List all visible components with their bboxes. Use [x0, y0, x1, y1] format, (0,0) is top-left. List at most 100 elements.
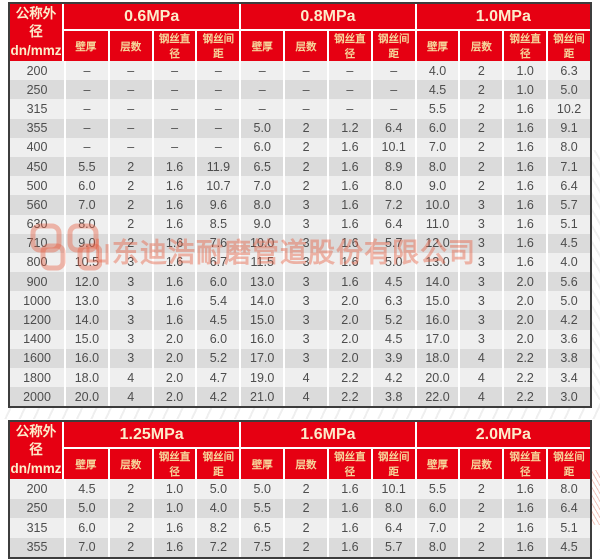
value-cell: –: [107, 99, 152, 119]
pressure-group-header: 0.6MPa: [64, 4, 240, 31]
value-cell: 13.0: [414, 252, 459, 273]
value-cell: 8.0: [546, 479, 590, 499]
value-cell: 1.0: [151, 498, 196, 518]
value-cell: –: [64, 118, 108, 138]
value-cell: 1.6: [326, 156, 371, 177]
value-cell: 16.0: [64, 348, 108, 368]
value-cell: 3: [283, 252, 327, 273]
corner-header-dn: 公称外径 dn/mmz: [10, 422, 64, 479]
value-cell: 4.0: [195, 498, 240, 518]
value-cell: 2.0: [502, 310, 547, 330]
value-cell: 4: [107, 387, 152, 407]
value-cell: 2: [283, 137, 327, 157]
subcolumn-header: 壁厚: [64, 31, 108, 61]
value-cell: 5.2: [195, 348, 240, 368]
value-cell: 4.5: [64, 479, 108, 499]
value-cell: –: [151, 99, 196, 119]
value-cell: –: [64, 80, 108, 100]
value-cell: 2: [107, 479, 152, 499]
value-cell: 2: [107, 195, 152, 215]
value-cell: 10.0: [239, 233, 284, 253]
value-cell: 4: [458, 348, 503, 368]
value-cell: 6.7: [195, 252, 240, 273]
value-cell: 16.0: [414, 310, 459, 330]
value-cell: 5.0: [239, 118, 284, 138]
value-cell: 2.0: [326, 310, 371, 330]
value-cell: 5.5: [64, 156, 108, 177]
table-row: 1400 15.0 3 2.0 6.0 16.0 3 2.0 4.5 17.0 3 2.0 3.6: [10, 329, 590, 349]
value-cell: 1.6: [326, 137, 371, 157]
value-cell: 2: [107, 518, 152, 538]
value-cell: 5.1: [546, 518, 590, 538]
value-cell: 4.0: [546, 252, 590, 273]
value-cell: 18.0: [64, 368, 108, 388]
value-cell: 2.0: [502, 272, 547, 292]
value-cell: 1.6: [151, 272, 196, 292]
value-cell: –: [370, 61, 415, 81]
value-cell: 2: [458, 137, 503, 157]
value-cell: 7.0: [414, 518, 459, 538]
value-cell: 10.1: [370, 137, 415, 157]
value-cell: 2.0: [326, 329, 371, 349]
value-cell: 1.6: [502, 176, 547, 196]
value-cell: 4: [283, 368, 327, 388]
value-cell: 5.5: [414, 99, 459, 119]
value-cell: 1.6: [151, 176, 196, 196]
value-cell: 10.7: [195, 176, 240, 196]
subcolumn-header: 钢丝直径: [326, 31, 371, 61]
dn-cell: 250: [10, 498, 64, 518]
value-cell: 2: [458, 156, 503, 177]
value-cell: 1.6: [502, 118, 547, 138]
value-cell: 2.2: [502, 368, 547, 388]
dn-cell: 2000: [10, 387, 64, 407]
value-cell: 4.5: [370, 272, 415, 292]
value-cell: 1.0: [502, 80, 547, 100]
value-cell: 10.2: [546, 99, 590, 119]
value-cell: 9.0: [414, 176, 459, 196]
value-cell: 5.7: [370, 537, 415, 557]
dn-cell: 315: [10, 99, 64, 119]
pressure-group-header: 1.6MPa: [239, 422, 415, 449]
value-cell: 1.6: [151, 195, 196, 215]
value-cell: 1.6: [502, 233, 547, 253]
value-cell: 1.6: [151, 214, 196, 234]
value-cell: 10.0: [414, 195, 459, 215]
table-row: 200– – – – – – – –4.0 2 1.0 6.3: [10, 61, 590, 81]
pressure-group-header: 2.0MPa: [414, 422, 590, 449]
value-cell: 6.5: [239, 156, 284, 177]
value-cell: 20.0: [414, 368, 459, 388]
value-cell: 17.0: [239, 348, 284, 368]
subcolumn-header: 层数: [283, 449, 327, 479]
value-cell: 6.4: [546, 176, 590, 196]
value-cell: 2: [107, 176, 152, 196]
value-cell: 1.6: [326, 479, 371, 499]
value-cell: 2: [283, 498, 327, 518]
value-cell: 1.6: [502, 214, 547, 234]
dn-cell: 250: [10, 80, 64, 100]
table-row: 1600 16.0 3 2.0 5.2 17.0 3 2.0 3.9 18.0 4 2.2 3.8: [10, 348, 590, 368]
subcolumn-header: 层数: [283, 31, 327, 61]
background-hatch-red: [591, 470, 600, 525]
value-cell: –: [239, 99, 284, 119]
pressure-group-header: 1.25MPa: [64, 422, 240, 449]
subcolumn-header: 钢丝间距: [546, 31, 590, 61]
value-cell: 11.0: [414, 214, 459, 234]
value-cell: 2.2: [502, 348, 547, 368]
value-cell: 5.5: [239, 498, 284, 518]
value-cell: 10.5: [64, 252, 108, 273]
value-cell: 1.6: [326, 537, 371, 557]
value-cell: 9.0: [239, 214, 284, 234]
value-cell: 2: [458, 498, 503, 518]
value-cell: 8.0: [414, 537, 459, 557]
value-cell: 3: [458, 310, 503, 330]
value-cell: 2.0: [326, 291, 371, 311]
value-cell: 2: [458, 518, 503, 538]
value-cell: –: [195, 99, 240, 119]
value-cell: –: [370, 99, 415, 119]
value-cell: 4: [283, 387, 327, 407]
value-cell: 3: [107, 272, 152, 292]
value-cell: 4.7: [195, 368, 240, 388]
value-cell: 7.0: [414, 137, 459, 157]
value-cell: 2: [458, 61, 503, 81]
value-cell: 11.5: [239, 252, 284, 273]
